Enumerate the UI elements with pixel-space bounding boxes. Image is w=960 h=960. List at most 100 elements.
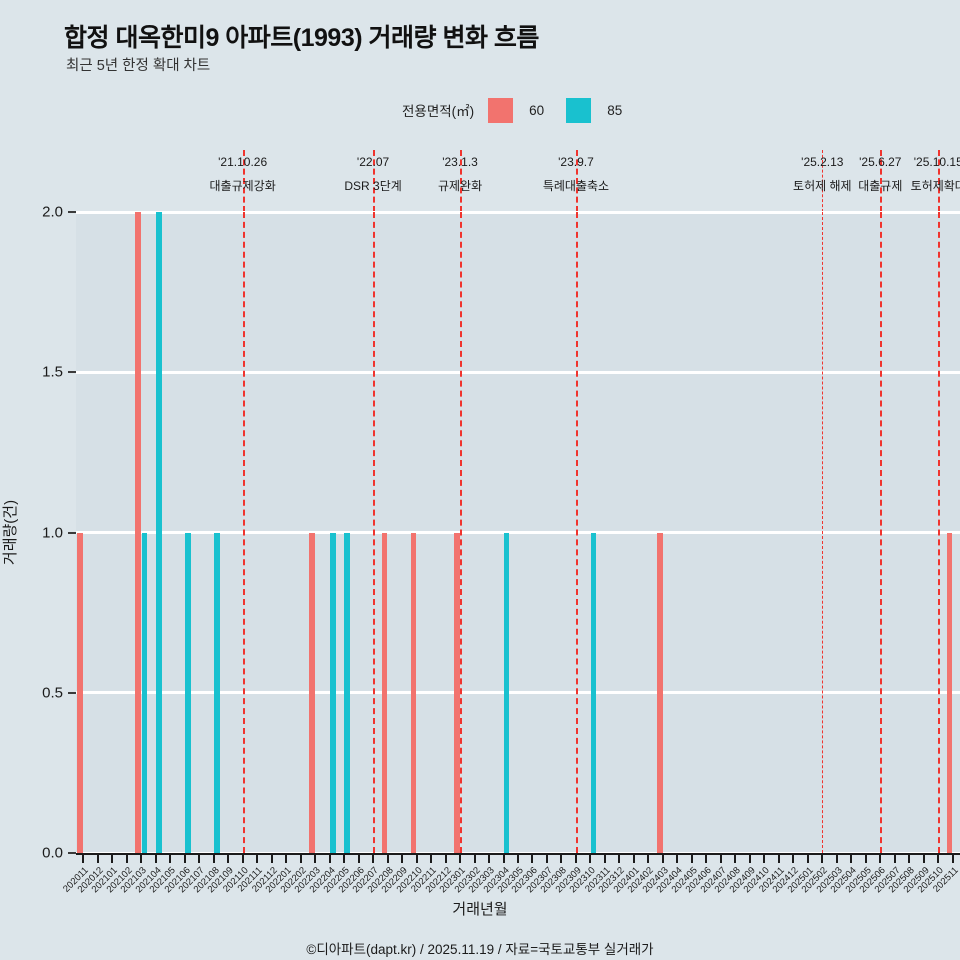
x-axis-tick-mark — [343, 855, 346, 863]
x-axis-tick-mark — [96, 855, 99, 863]
event-annotation-text: 특례대출축소 — [542, 179, 610, 193]
bar[interactable] — [141, 532, 148, 853]
chart-subtitle: 최근 5년 한정 확대 차트 — [66, 58, 211, 74]
x-axis-tick-mark — [256, 855, 259, 863]
x-axis-tick-mark — [154, 855, 157, 863]
bar[interactable] — [309, 532, 315, 853]
x-axis-tick-mark — [951, 855, 954, 863]
x-axis-tick-mark — [473, 855, 476, 863]
event-annotation-text: 규제완화 — [437, 179, 483, 193]
event-annotation-date: '25.6.27 — [859, 155, 902, 169]
event-annotation-text: DSR 3단계 — [344, 179, 402, 193]
x-axis-tick-mark — [111, 855, 114, 863]
x-axis-tick-mark — [444, 855, 447, 863]
x-axis-tick-mark — [531, 855, 534, 863]
x-axis-tick-mark — [618, 855, 621, 863]
legend-entry[interactable]: 85 — [566, 97, 623, 123]
bar[interactable] — [135, 212, 141, 853]
x-axis-tick-mark — [792, 855, 795, 863]
x-axis-tick-mark — [893, 855, 896, 863]
chart-legend: 전용면적(㎡) 60 85 — [402, 97, 644, 123]
x-axis-tick-mark — [517, 855, 519, 863]
x-axis-tick-mark — [763, 855, 766, 863]
x-axis-tick-mark — [690, 855, 693, 863]
x-axis-tick-mark — [603, 855, 606, 863]
x-axis-tick-mark — [372, 855, 375, 863]
x-axis-tick-mark — [937, 855, 940, 863]
y-axis-tick-label: 1.0 — [42, 524, 63, 541]
x-axis-tick-mark — [270, 855, 273, 863]
bar[interactable] — [214, 532, 220, 853]
x-axis-tick-mark — [488, 855, 491, 863]
y-axis-tick-mark — [68, 211, 76, 213]
bar[interactable] — [185, 532, 191, 853]
x-axis-tick-mark — [125, 855, 128, 863]
event-annotation-date: '21.10.26 — [218, 155, 268, 169]
y-axis-tick-mark — [68, 852, 76, 854]
x-axis-tick-mark — [719, 855, 722, 863]
event-line — [373, 212, 376, 853]
bar[interactable] — [381, 532, 388, 853]
bar[interactable] — [946, 532, 953, 853]
x-axis-tick-mark — [661, 855, 664, 863]
bar[interactable] — [454, 532, 460, 853]
x-axis-tick-mark — [415, 855, 418, 863]
event-annotation-date: '23.1.3 — [442, 155, 478, 169]
x-axis-tick-mark — [430, 855, 433, 863]
event-annotation: '25.6.27 대출규제 — [858, 150, 902, 198]
plot-area — [76, 210, 960, 855]
event-annotations: '21.10.26 대출규제강화 '22.07 DSR 3단계 '23.1.3 규제완화 '… — [76, 150, 960, 212]
x-axis-tick-mark — [560, 855, 563, 863]
event-annotation-date: '22.07 — [356, 155, 390, 169]
x-axis-tick-mark — [285, 855, 288, 863]
event-annotation-text: 대출규제강화 — [209, 179, 276, 193]
y-axis-tick-label: 0.0 — [42, 844, 63, 862]
y-axis-tick-label: 1.5 — [42, 363, 63, 381]
bar[interactable] — [156, 212, 162, 853]
y-axis-tick-mark — [68, 691, 76, 694]
y-axis-tick-mark — [68, 531, 76, 534]
legend-swatch — [566, 97, 592, 123]
bar[interactable] — [77, 532, 83, 853]
x-axis-tick-mark — [647, 855, 650, 863]
x-axis-tick-mark — [589, 855, 592, 863]
x-axis-tick-mark — [922, 855, 925, 863]
event-annotation-text: 토허제확대 — [910, 179, 960, 193]
x-axis-tick-mark — [705, 855, 708, 863]
bar[interactable] — [656, 532, 663, 853]
y-axis-tick-label: 2.0 — [42, 203, 63, 221]
x-axis-tick-mark — [212, 855, 215, 863]
event-line — [460, 212, 463, 853]
event-line-stub — [938, 150, 941, 212]
event-line-stub — [880, 150, 883, 212]
bar[interactable] — [503, 532, 510, 853]
bar[interactable] — [344, 532, 351, 853]
event-annotation-text: 토허제 해제 — [793, 179, 852, 193]
event-line — [575, 212, 578, 853]
legend-label: 60 — [529, 102, 545, 118]
event-line-stub — [242, 150, 245, 212]
event-annotation: '21.10.26 대출규제강화 — [210, 150, 276, 198]
bar[interactable] — [590, 532, 597, 853]
y-axis-tick-mark — [68, 371, 76, 374]
x-axis-tick-mark — [806, 855, 809, 863]
x-axis-tick-mark — [545, 855, 548, 863]
event-line — [242, 212, 245, 853]
x-axis-tick-mark — [169, 855, 172, 863]
event-annotation: '22.07 DSR 3단계 — [344, 150, 401, 198]
event-line — [938, 212, 941, 853]
legend-entry[interactable]: 60 — [488, 97, 545, 123]
bar[interactable] — [329, 532, 336, 853]
legend-label: 85 — [607, 102, 623, 118]
x-axis-tick-mark — [632, 855, 635, 863]
legend-title: 전용면적(㎡) — [402, 104, 475, 119]
bar[interactable] — [410, 532, 417, 853]
event-line-stub — [822, 150, 824, 212]
x-axis-tick-mark — [676, 855, 679, 863]
x-axis-tick-mark — [835, 855, 838, 863]
x-axis-title: 거래년월 — [452, 901, 508, 918]
x-axis-tick-mark — [908, 855, 911, 863]
legend-swatch — [488, 97, 514, 123]
x-axis-tick-mark — [82, 855, 85, 863]
x-axis-tick-mark — [879, 855, 882, 863]
